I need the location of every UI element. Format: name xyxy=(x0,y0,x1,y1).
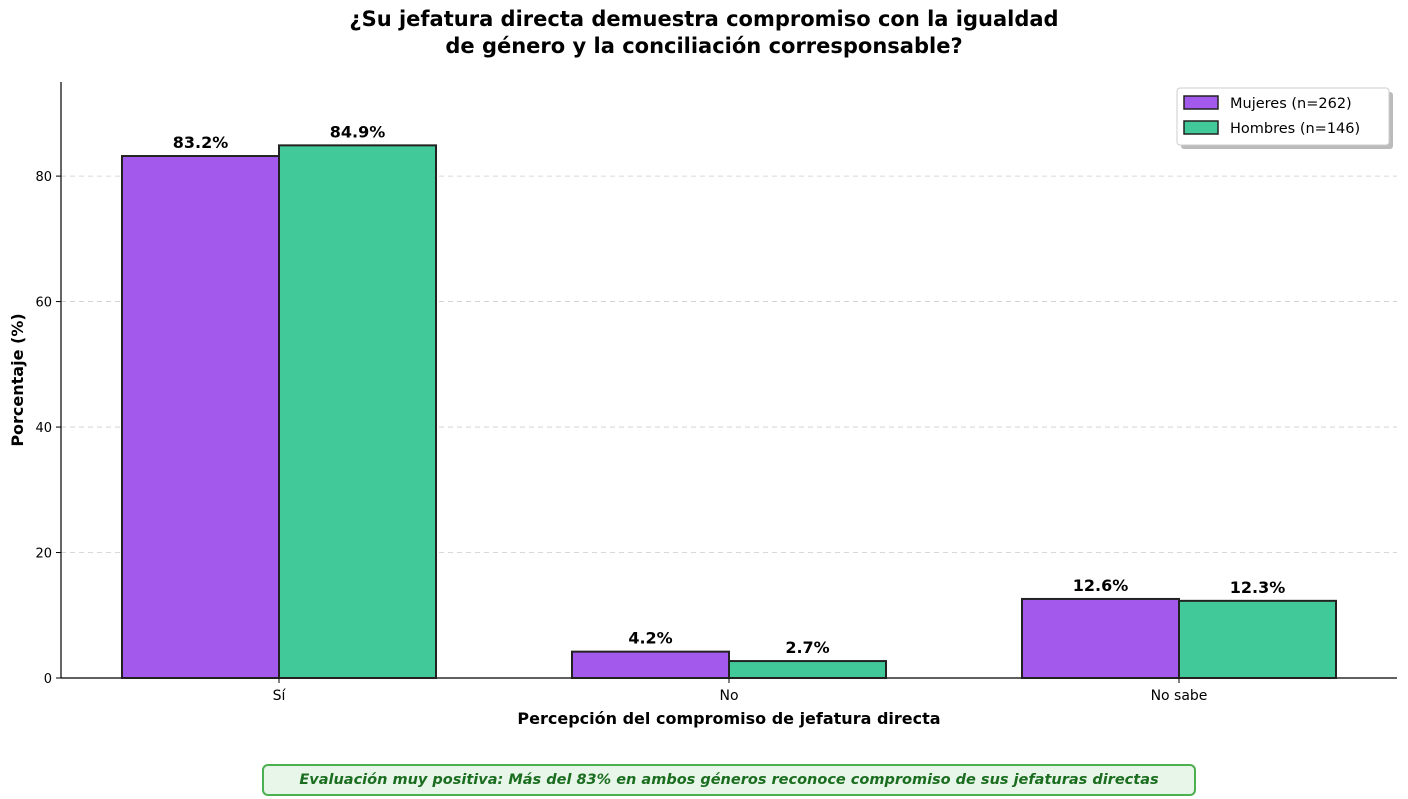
y-tick-label: 80 xyxy=(35,170,52,185)
y-tick-label: 60 xyxy=(35,296,52,311)
chart-title-line-2: de género y la conciliación corresponsab… xyxy=(445,34,963,58)
bar-value-label: 12.6% xyxy=(1073,576,1129,595)
bar-hombres xyxy=(1178,599,1337,679)
bar-value-label: 84.9% xyxy=(330,122,386,141)
x-tick-label: No xyxy=(719,688,738,704)
legend-swatch-hombres xyxy=(1183,120,1219,135)
legend-swatch-mujeres xyxy=(1183,95,1219,110)
y-tick-label: 20 xyxy=(35,547,52,562)
legend xyxy=(1176,87,1390,146)
bar-value-label: 12.3% xyxy=(1230,578,1286,597)
bar-hombres xyxy=(728,660,887,679)
bar-value-label: 83.2% xyxy=(173,133,229,152)
x-tick-label: Sí xyxy=(273,688,287,704)
chart-title: ¿Su jefatura directa demuestra compromis… xyxy=(0,6,1408,60)
legend-label: Mujeres (n=262) xyxy=(1230,96,1352,112)
x-axis-label: Percepción del compromiso de jefatura di… xyxy=(517,709,940,728)
y-tick-label: 0 xyxy=(44,672,52,687)
bar-hombres xyxy=(278,144,437,680)
bar-mujeres xyxy=(1021,597,1180,680)
y-tick-label: 40 xyxy=(35,421,52,436)
x-tick-label: No sabe xyxy=(1151,688,1208,704)
bar-mujeres xyxy=(121,155,280,679)
y-axis-label: Porcentaje (%) xyxy=(8,313,27,446)
bar-value-label: 4.2% xyxy=(628,629,672,648)
annotation-box: Evaluación muy positiva: Más del 83% en … xyxy=(262,764,1196,796)
legend-label: Hombres (n=146) xyxy=(1230,121,1360,137)
chart-title-line-1: ¿Su jefatura directa demuestra compromis… xyxy=(349,7,1059,31)
bar-value-label: 2.7% xyxy=(785,638,829,657)
bar-mujeres xyxy=(571,650,730,679)
annotation-text: Evaluación muy positiva: Más del 83% en … xyxy=(299,772,1159,788)
